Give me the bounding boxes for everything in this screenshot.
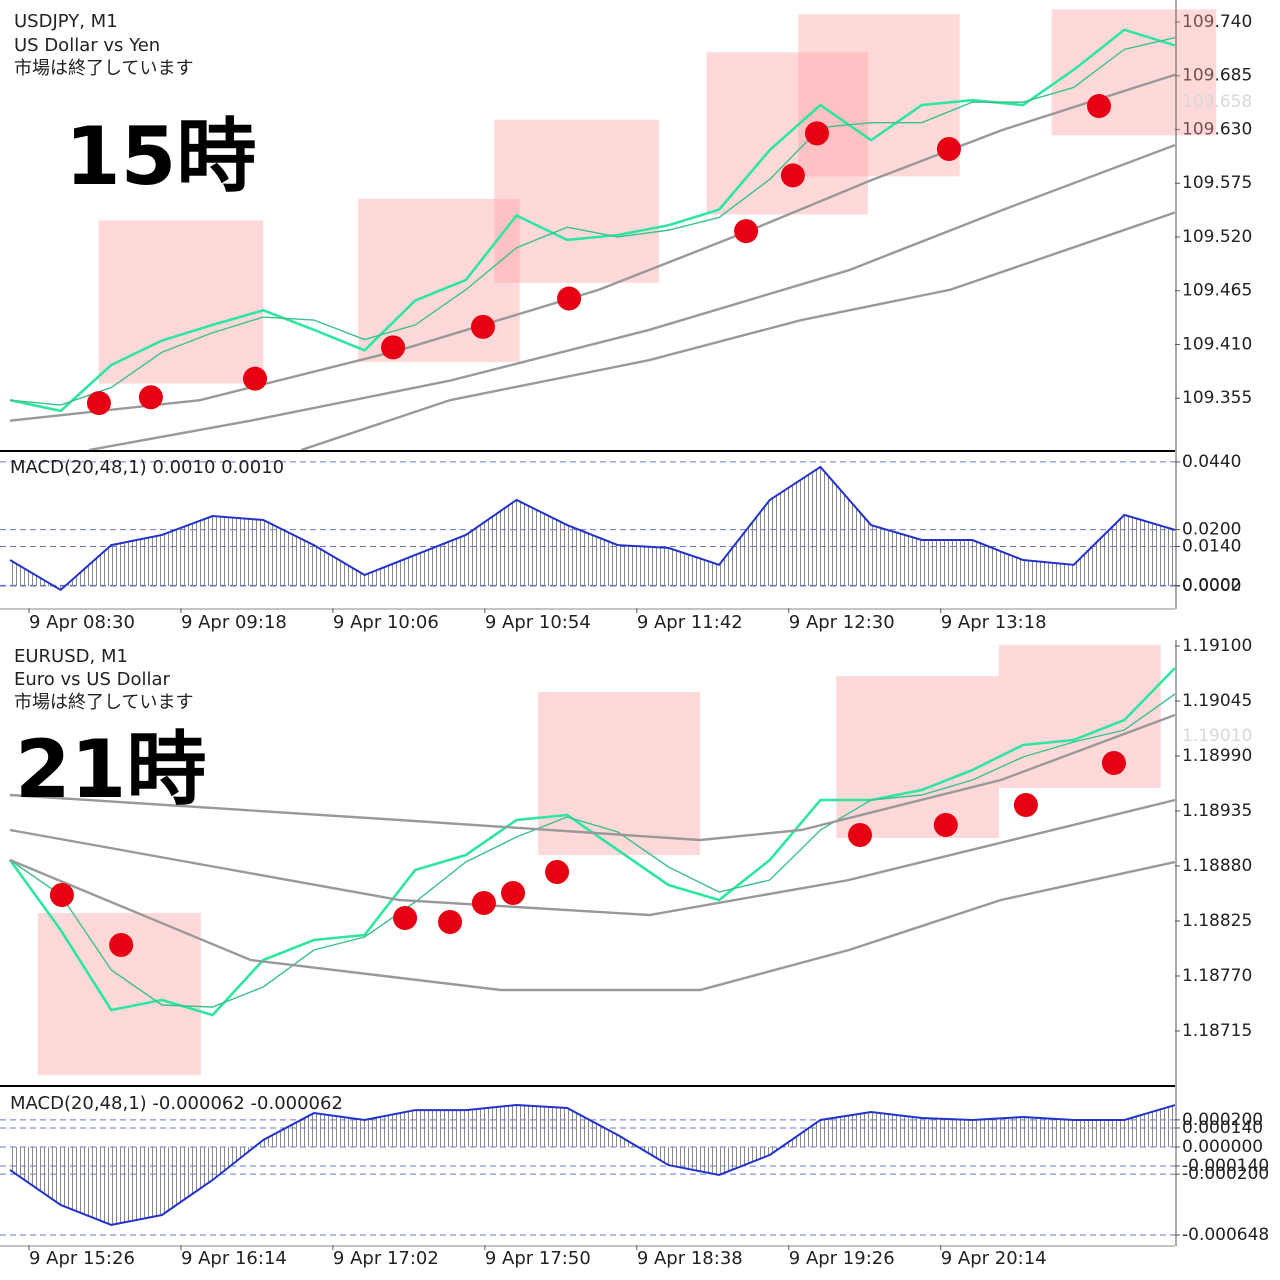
indicator-title: MACD(20,48,1) -0.000062 -0.000062 bbox=[10, 1093, 343, 1114]
signal-dot bbox=[438, 910, 463, 934]
moving-average bbox=[9, 693, 1175, 1008]
x-tick-label: 9 Apr 20:14 bbox=[941, 1248, 1047, 1269]
highlight-zone bbox=[1051, 9, 1217, 136]
y-tick-label: 0.0000 bbox=[1182, 576, 1241, 596]
indicator-title: MACD(20,48,1) 0.0010 0.0010 bbox=[10, 457, 284, 478]
chart-layer: 109.740 109.685 109.630 109.575 109.520 109.4… bbox=[0, 9, 1269, 1269]
signal-line bbox=[9, 465, 1175, 592]
highlight-zone bbox=[538, 692, 701, 855]
y-tick-label: 1.18990 bbox=[1182, 746, 1252, 766]
signal-dot bbox=[49, 883, 74, 907]
y-tick-label: 1.18880 bbox=[1182, 856, 1252, 876]
y-tick-label: 109.630 bbox=[1182, 119, 1252, 139]
moving-average bbox=[9, 858, 1175, 992]
y-tick-label: -0.000200 bbox=[1182, 1164, 1269, 1184]
signal-dot bbox=[471, 891, 496, 915]
x-tick-label: 9 Apr 15:26 bbox=[29, 1248, 135, 1269]
x-tick-label: 9 Apr 08:30 bbox=[29, 612, 135, 633]
y-tick-label: 1.19100 bbox=[1182, 636, 1252, 656]
moving-average bbox=[9, 36, 1175, 406]
signal-dot bbox=[243, 366, 268, 391]
signal-dot bbox=[86, 391, 111, 416]
signal-dot bbox=[804, 121, 829, 146]
symbol-title: EURUSD, M1 bbox=[14, 646, 128, 667]
x-tick-label: 9 Apr 13:18 bbox=[941, 612, 1047, 633]
y-tick-label: 109.465 bbox=[1182, 281, 1252, 301]
signal-dot bbox=[848, 823, 873, 847]
y-tick-label: 1.18825 bbox=[1182, 911, 1252, 931]
y-tick-label: 109.685 bbox=[1182, 66, 1252, 86]
x-tick-label: 9 Apr 10:54 bbox=[485, 612, 591, 633]
y-tick-label: 109.740 bbox=[1182, 12, 1252, 32]
y-tick-label: -0.000140 bbox=[1182, 1156, 1269, 1176]
x-tick-label: 9 Apr 10:06 bbox=[333, 612, 439, 633]
x-tick-label: 9 Apr 11:42 bbox=[637, 612, 743, 633]
histogram bbox=[10, 466, 1175, 590]
highlight-zone bbox=[798, 14, 960, 177]
moving-average bbox=[9, 73, 1175, 422]
signal-dot bbox=[393, 906, 418, 930]
signal-dot bbox=[1013, 793, 1038, 817]
y-tick-label: 109.575 bbox=[1182, 173, 1252, 193]
moving-average bbox=[300, 211, 1175, 450]
y-tick-label: 0.0140 bbox=[1182, 537, 1241, 557]
moving-average bbox=[88, 143, 1175, 450]
y-tick-label: 0.000140 bbox=[1182, 1118, 1263, 1138]
highlight-zone bbox=[494, 119, 659, 283]
x-tick-label: 9 Apr 12:30 bbox=[789, 612, 895, 633]
last-price: 109.658 bbox=[1182, 92, 1252, 112]
price-line bbox=[9, 28, 1175, 413]
x-tick-label: 9 Apr 18:38 bbox=[637, 1248, 743, 1269]
signal-dot bbox=[1087, 94, 1112, 119]
y-tick-label: 1.18715 bbox=[1182, 1021, 1252, 1041]
last-price: 1.19010 bbox=[1182, 726, 1252, 746]
y-tick-label: 109.410 bbox=[1182, 334, 1252, 354]
signal-dot bbox=[109, 933, 134, 957]
market-status: 市場は終了しています bbox=[14, 692, 193, 713]
x-tick-label: 9 Apr 17:02 bbox=[333, 1248, 439, 1269]
signal-dot bbox=[1101, 751, 1126, 775]
y-tick-label: 109.355 bbox=[1182, 388, 1252, 408]
y-tick-label: 0.0440 bbox=[1182, 452, 1241, 472]
y-tick-label: -0.000648 bbox=[1182, 1225, 1269, 1245]
signal-dot bbox=[557, 286, 582, 311]
signal-dot bbox=[470, 314, 495, 339]
signal-dot bbox=[734, 219, 759, 244]
y-tick-label: 1.19045 bbox=[1182, 691, 1252, 711]
highlight-zone bbox=[998, 645, 1161, 788]
annotation: 21時 bbox=[15, 723, 206, 816]
y-tick-label: 1.18770 bbox=[1182, 966, 1252, 986]
signal-dot bbox=[933, 813, 958, 837]
moving-average bbox=[9, 713, 1175, 842]
highlight-zone bbox=[358, 198, 520, 363]
signal-dot bbox=[381, 335, 406, 360]
x-tick-label: 9 Apr 17:50 bbox=[485, 1248, 591, 1269]
market-status: 市場は終了しています bbox=[14, 58, 193, 79]
y-tick-label: 0.0002 bbox=[1182, 575, 1241, 595]
signal-dot bbox=[501, 881, 526, 905]
signal-dot bbox=[545, 860, 570, 884]
moving-average bbox=[9, 798, 1175, 917]
signal-line bbox=[9, 1104, 1175, 1226]
highlight-zone bbox=[836, 676, 999, 838]
signal-dot bbox=[780, 163, 805, 188]
histogram bbox=[10, 1105, 1175, 1225]
signal-dot bbox=[936, 137, 961, 162]
symbol-subtitle: US Dollar vs Yen bbox=[14, 35, 160, 56]
y-tick-label: 0.0200 bbox=[1182, 520, 1241, 540]
signal-dot bbox=[138, 385, 163, 410]
y-tick-label: 0.000200 bbox=[1182, 1110, 1263, 1130]
highlight-zone bbox=[98, 220, 264, 384]
x-tick-label: 9 Apr 09:18 bbox=[181, 612, 287, 633]
y-tick-label: 0.000000 bbox=[1182, 1137, 1263, 1157]
annotation: 15時 bbox=[65, 110, 256, 203]
x-tick-label: 9 Apr 19:26 bbox=[789, 1248, 895, 1269]
y-tick-label: 109.520 bbox=[1182, 227, 1252, 247]
symbol-title: USDJPY, M1 bbox=[14, 11, 118, 32]
y-tick-label: 1.18935 bbox=[1182, 801, 1252, 821]
x-tick-label: 9 Apr 16:14 bbox=[181, 1248, 287, 1269]
symbol-subtitle: Euro vs US Dollar bbox=[14, 669, 171, 690]
